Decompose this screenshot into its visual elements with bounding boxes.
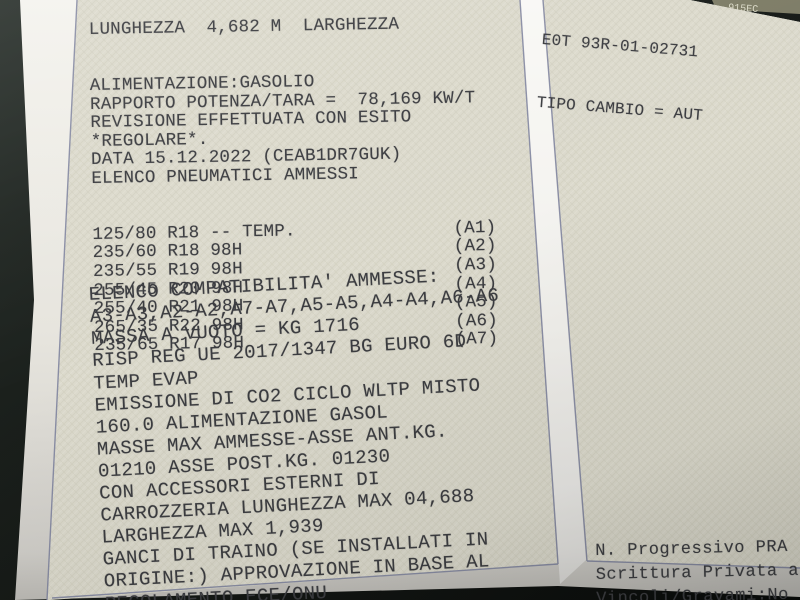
fold-crease xyxy=(521,0,586,584)
left-panel-pattern xyxy=(47,0,558,600)
left-panel-left-border xyxy=(46,0,78,600)
vehicle-detail-lines: ELENCO COMPATIBILITA' AMMESSE: A3-A3,A2-A… xyxy=(88,263,516,600)
gearbox-type-line: TIPO CAMBIO = AUT xyxy=(536,93,704,125)
corner-document-fragment xyxy=(712,0,800,14)
right-panel-left-border xyxy=(542,0,588,562)
left-panel-right-border xyxy=(519,0,559,565)
gearbox-section: E0T 93R-01-02731 TIPO CAMBIO = AUT xyxy=(533,0,713,169)
clipped-top-line: LUNGHEZZA 4,682 M LARGHEZZA xyxy=(88,14,400,41)
vehicle-info-lines: ALIMENTAZIONE:GASOLIO RAPPORTO POTENZA/TA… xyxy=(90,70,496,189)
clipped-homologation-line: E0T 93R-01-02731 xyxy=(541,30,699,62)
right-panel-pattern xyxy=(543,0,800,568)
left-panel-bottom-border xyxy=(51,563,559,599)
form-border-lines xyxy=(46,0,800,600)
pra-registry-section: N. Progressivo PRA Scrittura Privata a Vin… xyxy=(594,488,800,600)
registry-lines: N. Progressivo PRA Scrittura Privata a Vin… xyxy=(595,536,800,600)
right-panel-bottom-border xyxy=(586,560,800,569)
vehicle-technical-data-bottom: ELENCO COMPATIBILITA' AMMESSE: A3-A3,A2-A… xyxy=(86,219,518,600)
